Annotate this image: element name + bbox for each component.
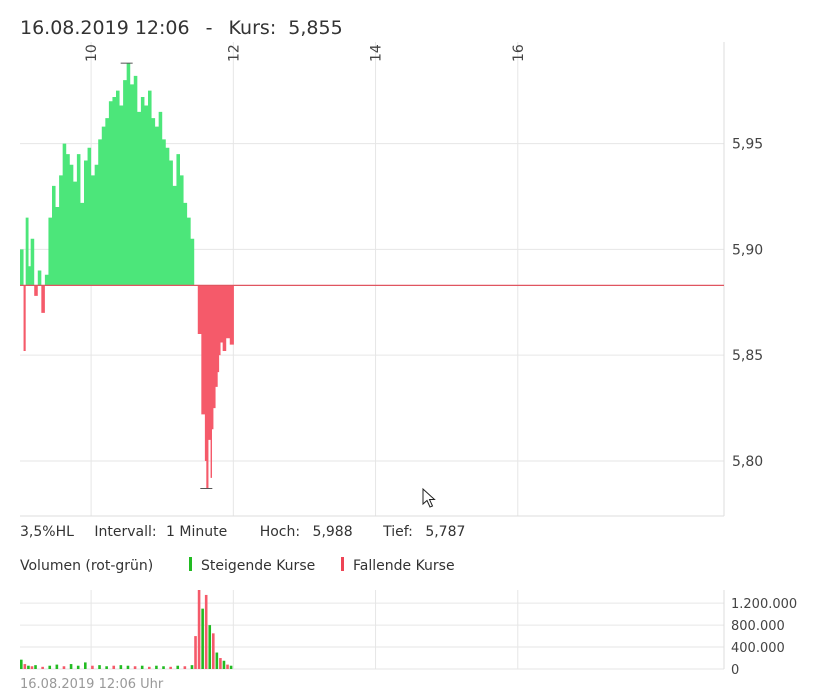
y-tick-label-2: 5,90 — [732, 242, 763, 258]
info-hl: 3,5%HL — [20, 524, 74, 540]
volume-bar — [148, 666, 151, 669]
header-kurs-value: 5,855 — [288, 17, 342, 39]
volume-bar — [119, 665, 123, 669]
volume-bar — [133, 666, 137, 669]
vol-y-tick-label-0: 0 — [731, 663, 739, 678]
volume-bar — [169, 666, 172, 669]
info-row: 3,5%HL Intervall: 1 Minute Hoch: 5,988 T… — [20, 524, 465, 540]
volume-bar — [84, 662, 87, 669]
volume-bar — [229, 665, 233, 669]
volume-bar — [197, 590, 201, 669]
legend-rising-label: Steigende Kurse — [201, 558, 315, 574]
volume-bar — [76, 665, 80, 669]
info-high-label: Hoch: — [260, 524, 300, 540]
volume-bar — [48, 665, 52, 669]
volume-bar — [34, 665, 37, 669]
info-low-value: 5,787 — [425, 524, 465, 540]
volume-bar — [226, 664, 229, 669]
price-area-rising — [20, 63, 234, 286]
volume-bar — [126, 665, 130, 669]
price-area-falling — [20, 285, 234, 489]
volume-bar — [176, 665, 180, 669]
legend-falling-marker — [341, 557, 344, 571]
volume-bar — [194, 636, 197, 669]
info-high-value: 5,988 — [313, 524, 353, 540]
volume-bar — [69, 664, 73, 669]
vol-y-tick-label-1: 400.000 — [731, 641, 785, 656]
volume-axes: 0 400.000 800.000 1.200.000 — [731, 597, 797, 678]
volume-bar — [62, 666, 66, 669]
volume-bar — [91, 665, 94, 669]
footer-timestamp: 16.08.2019 12:06 Uhr — [20, 677, 164, 692]
volume-bar — [208, 625, 212, 669]
x-tick-label-16: 16 — [511, 44, 527, 62]
volume-bar — [140, 665, 144, 669]
volume-bar — [112, 665, 116, 669]
volume-bar — [201, 608, 204, 669]
vol-y-tick-label-3: 1.200.000 — [731, 597, 797, 612]
x-tick-label-14: 14 — [369, 44, 385, 62]
volume-bar — [212, 633, 215, 669]
volume-bar — [215, 652, 219, 669]
volume-bar — [155, 665, 158, 669]
y-tick-label-1: 5,85 — [732, 348, 763, 364]
x-tick-label-12: 12 — [226, 44, 242, 62]
volume-bar — [183, 666, 187, 669]
volume-bar — [105, 666, 108, 669]
volume-bar — [219, 658, 222, 669]
price-area — [20, 62, 724, 489]
legend-rising-marker — [189, 557, 192, 571]
volume-bar — [98, 665, 101, 669]
volume-bar — [222, 660, 226, 669]
y-tick-label-3: 5,95 — [732, 137, 763, 153]
volume-bars — [20, 590, 233, 669]
volume-grid — [20, 590, 725, 670]
volume-bar — [55, 664, 59, 669]
header-separator: - — [206, 17, 213, 39]
volume-bar — [190, 665, 194, 669]
volume-bar — [41, 666, 44, 669]
volume-bar — [23, 664, 27, 669]
vol-y-tick-label-2: 800.000 — [731, 619, 785, 634]
info-low-label: Tief: — [382, 524, 413, 540]
info-interval-value: 1 Minute — [166, 524, 227, 540]
volume-bar — [27, 665, 30, 669]
x-tick-label-10: 10 — [84, 44, 100, 62]
volume-bar — [162, 666, 165, 669]
chart-header: 16.08.2019 12:06 - Kurs: 5,855 — [20, 17, 343, 39]
volume-bar — [30, 666, 34, 669]
cursor-icon — [422, 487, 436, 508]
volume-legend-title: Volumen (rot-grün) — [20, 558, 153, 574]
legend-falling-label: Fallende Kurse — [353, 558, 455, 574]
header-datetime: 16.08.2019 12:06 — [20, 17, 190, 39]
main-axes: 10 12 14 16 5,80 5,85 5,90 5,95 — [84, 44, 763, 470]
volume-bar — [204, 594, 208, 669]
header-kurs-label: Kurs: — [229, 17, 277, 39]
info-interval-label: Intervall: — [94, 524, 156, 540]
volume-bar — [20, 659, 23, 669]
y-tick-label-0: 5,80 — [732, 454, 763, 470]
